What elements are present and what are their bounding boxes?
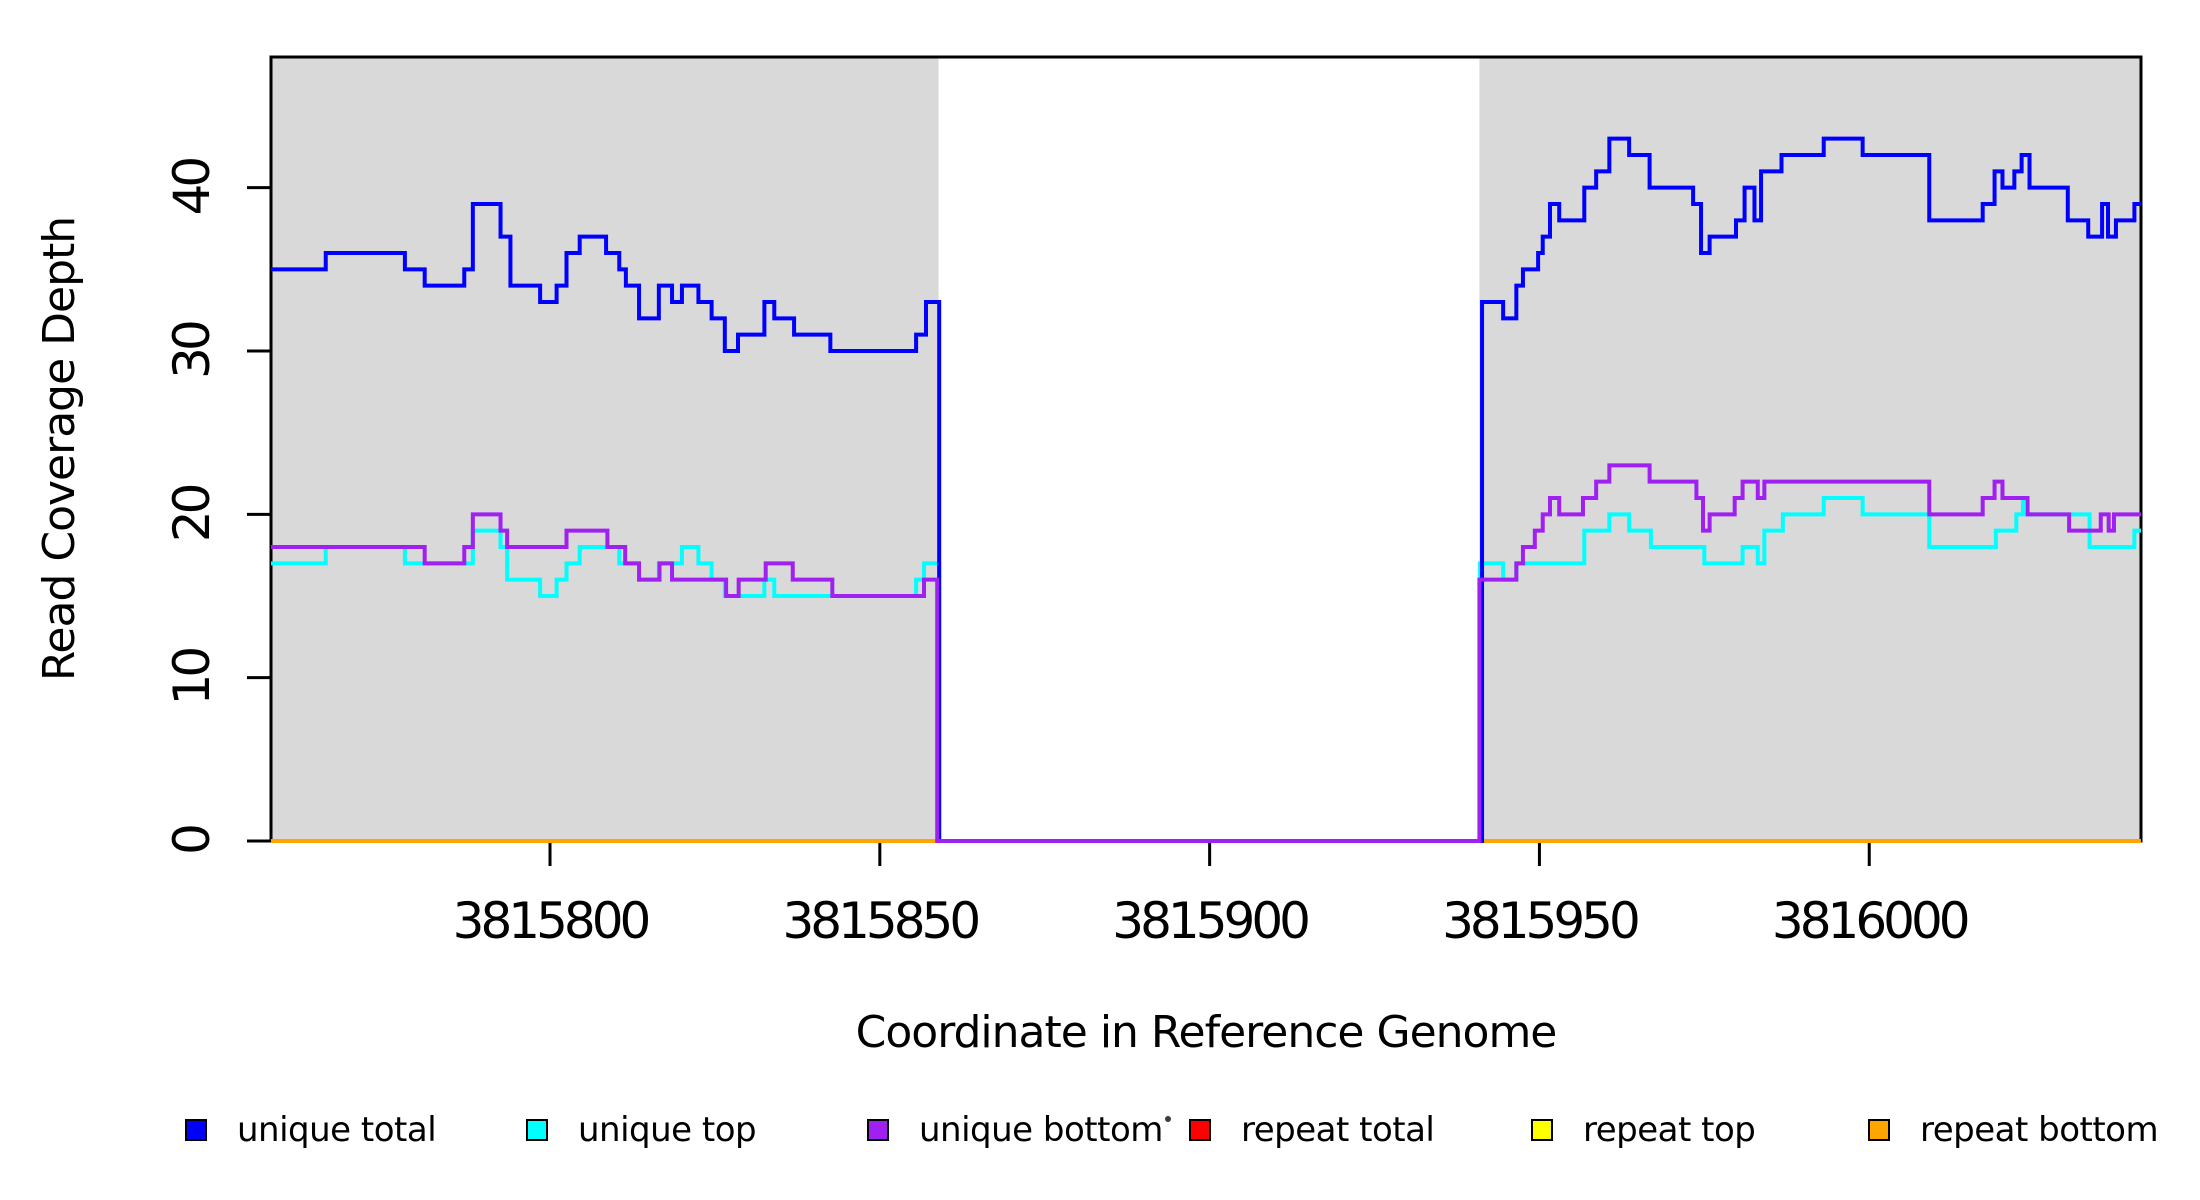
y-tick-label: 20 xyxy=(163,485,221,542)
legend-label: unique total xyxy=(237,1110,437,1150)
legend-swatch-repeat-bottom xyxy=(1868,1119,1890,1141)
legend-label: unique bottom xyxy=(919,1110,1163,1150)
legend-label: repeat total xyxy=(1241,1110,1435,1150)
legend-label: repeat top xyxy=(1583,1110,1756,1150)
series-lines xyxy=(271,136,2141,843)
x-tick-label: 3816000 xyxy=(1772,892,1968,950)
stray-dot xyxy=(1165,1116,1171,1122)
shaded-regions xyxy=(271,57,2141,841)
legend-swatch-unique-bottom xyxy=(867,1119,889,1141)
x-axis: 3815800 3815850 3815900 3815950 3816000 xyxy=(453,841,1972,950)
x-tick-label: 3815800 xyxy=(453,892,649,950)
series-line-unique-total xyxy=(271,136,2141,843)
y-tick-label: 10 xyxy=(163,649,221,706)
x-tick-label: 3815850 xyxy=(782,892,978,950)
legend-swatch-repeat-top xyxy=(1531,1119,1553,1141)
legend-swatch-unique-top xyxy=(526,1119,548,1141)
y-axis-title: Read Coverage Depth xyxy=(34,217,85,681)
legend-item-unique-bottom: unique bottom xyxy=(867,1110,1163,1150)
shaded-region-left xyxy=(271,57,939,841)
legend-swatch-repeat-total xyxy=(1189,1119,1211,1141)
legend-label: unique top xyxy=(578,1110,757,1150)
x-tick-label: 3815900 xyxy=(1112,892,1308,950)
legend-swatch-unique-total xyxy=(185,1119,207,1141)
y-tick-label: 40 xyxy=(163,159,221,216)
x-axis-title: Coordinate in Reference Genome xyxy=(856,1007,1557,1058)
series-line-unique-bottom xyxy=(271,463,2141,843)
legend-item-repeat-top: repeat top xyxy=(1531,1110,1756,1150)
legend-item-repeat-bottom: repeat bottom xyxy=(1868,1110,2159,1150)
legend-item-unique-total: unique total xyxy=(185,1110,437,1150)
y-tick-label: 30 xyxy=(163,322,221,379)
legend-item-unique-top: unique top xyxy=(526,1110,757,1150)
shaded-region-right xyxy=(1479,57,2141,841)
x-tick-label: 3815950 xyxy=(1442,892,1638,950)
legend-label: repeat bottom xyxy=(1920,1110,2159,1150)
y-axis: 0 10 20 30 40 xyxy=(163,159,271,855)
y-tick-label: 0 xyxy=(163,826,221,855)
legend-item-repeat-total: repeat total xyxy=(1189,1110,1435,1150)
